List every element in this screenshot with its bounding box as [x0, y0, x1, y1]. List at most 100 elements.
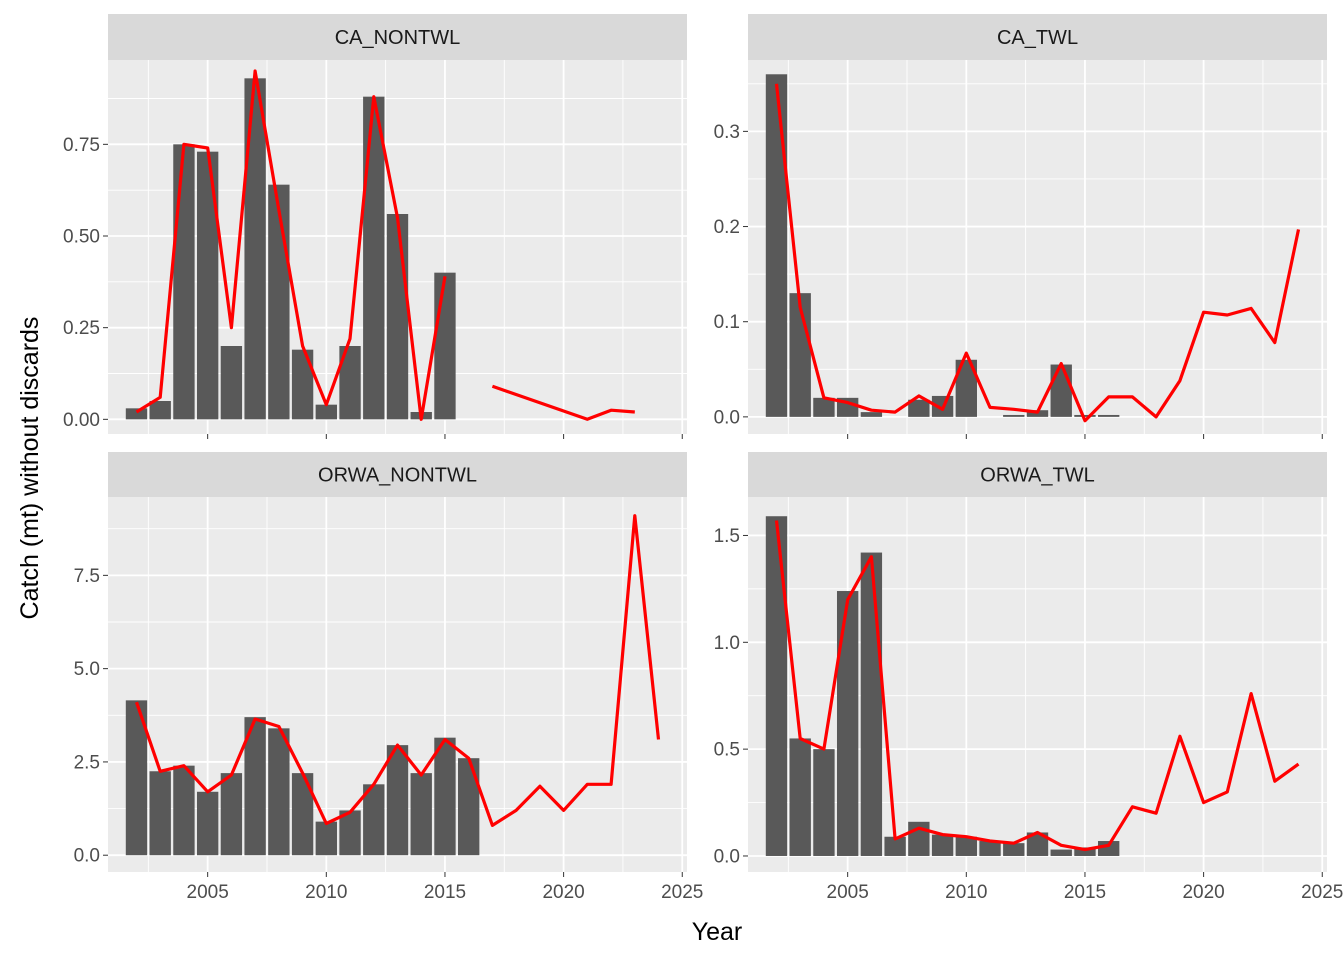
strip-background — [748, 452, 1327, 497]
x-axis-title: Year — [692, 918, 743, 946]
bar — [363, 784, 385, 856]
bar — [339, 810, 361, 856]
panel-orwa-twl: ORWA_TWL 0.0 0.5 1.0 1.5 2005 2010 2015 2020 2025 — [714, 452, 1343, 903]
x-tick-label: 2015 — [424, 882, 466, 903]
bar — [1098, 414, 1120, 417]
y-tick-label: 0.25 — [63, 318, 100, 339]
bar — [268, 728, 290, 856]
catch-line — [134, 514, 661, 828]
bar — [955, 359, 977, 417]
bar — [434, 272, 456, 420]
bar — [244, 717, 266, 856]
bar — [979, 841, 1001, 856]
bar — [813, 397, 835, 417]
y-tick-label: 0.0 — [74, 846, 100, 867]
bar — [931, 834, 954, 856]
bar — [386, 745, 409, 856]
bar — [860, 412, 883, 417]
bar — [339, 346, 361, 420]
bar — [149, 401, 171, 420]
y-tick-label: 0.1 — [714, 312, 740, 333]
bar — [386, 214, 409, 420]
strip-label: ORWA_NONTWL — [318, 465, 477, 487]
bar-series — [125, 700, 480, 856]
bar — [1003, 414, 1025, 417]
x-tick-label: 2010 — [945, 882, 987, 903]
bar — [125, 408, 148, 420]
x-tick-label: 2020 — [1182, 882, 1224, 903]
x-tick-label: 2015 — [1064, 882, 1106, 903]
strip-background — [748, 14, 1327, 60]
x-tick-label: 2020 — [542, 882, 584, 903]
line-series — [774, 520, 1300, 852]
y-tick-label: 1.5 — [714, 526, 740, 547]
strip-label: CA_NONTWL — [335, 27, 461, 49]
strip-label: CA_TWL — [997, 27, 1078, 49]
y-tick-label: 0.3 — [714, 122, 740, 143]
y-axis-title: Catch (mt) without discards — [16, 317, 44, 620]
panel-ca-twl: CA_TWL 0.0 0.1 0.2 0.3 — [714, 14, 1327, 439]
bar — [458, 758, 480, 856]
bar — [860, 552, 883, 856]
catch-line — [774, 83, 1301, 423]
x-tick-label: 2010 — [305, 882, 347, 903]
panel-ca-nontwl: CA_NONTWL 0.00 0.25 0.50 0.75 — [63, 14, 687, 439]
bar — [173, 765, 195, 856]
bar — [173, 144, 195, 420]
y-tick-label: 0.5 — [714, 740, 740, 761]
x-tick-label: 2025 — [1301, 882, 1343, 903]
bar — [765, 74, 788, 417]
strip-label: ORWA_TWL — [980, 465, 1094, 487]
bar — [1050, 849, 1072, 856]
bar — [1026, 832, 1049, 856]
bar — [1003, 843, 1025, 856]
y-tick-label: 2.5 — [74, 752, 100, 773]
bar — [434, 737, 456, 856]
y-tick-label: 0.75 — [63, 135, 100, 156]
bar — [196, 151, 219, 420]
y-tick-label: 7.5 — [74, 566, 100, 587]
x-tick-label: 2025 — [661, 882, 703, 903]
bar — [291, 349, 314, 420]
bar — [1050, 364, 1072, 417]
y-tick-label: 1.0 — [714, 633, 740, 654]
x-tick-label: 2005 — [187, 882, 229, 903]
bar — [836, 591, 859, 856]
y-tick-label: 0.00 — [63, 410, 100, 431]
bar — [813, 749, 835, 856]
y-tick-label: 0.2 — [714, 217, 740, 238]
bar — [220, 773, 243, 856]
bar — [363, 96, 385, 420]
line-series — [135, 69, 635, 421]
bar — [1074, 847, 1096, 856]
line-series — [774, 83, 1301, 423]
line-series — [134, 514, 661, 828]
catch-line — [135, 69, 447, 421]
bar — [315, 821, 337, 856]
bar — [789, 738, 811, 856]
strip-background — [108, 452, 687, 497]
y-tick-label: 0.0 — [714, 846, 740, 867]
bar — [884, 836, 906, 856]
bar — [765, 516, 788, 856]
bar — [268, 184, 290, 420]
strip-background — [108, 14, 687, 60]
bar — [410, 773, 432, 856]
bar-series — [765, 516, 1120, 856]
x-tick-label: 2005 — [827, 882, 869, 903]
bar — [315, 404, 337, 420]
bar — [149, 771, 171, 856]
catch-line — [774, 520, 1300, 852]
bar — [955, 836, 977, 856]
bar — [125, 700, 148, 856]
facet-panels: CA_NONTWL 0.00 0.25 0.50 0.75 CA_TWL 0.0 0.1 0.2… — [63, 14, 1343, 903]
bar — [220, 346, 243, 420]
bar — [196, 791, 219, 856]
bar — [1074, 414, 1096, 417]
bar — [244, 78, 266, 420]
bar — [908, 399, 930, 417]
y-tick-label: 5.0 — [74, 659, 100, 680]
panel-orwa-nontwl: ORWA_NONTWL 0.0 2.5 5.0 7.5 2005 2010 2015 2020 2… — [74, 452, 703, 903]
y-tick-label: 0.0 — [714, 407, 740, 428]
